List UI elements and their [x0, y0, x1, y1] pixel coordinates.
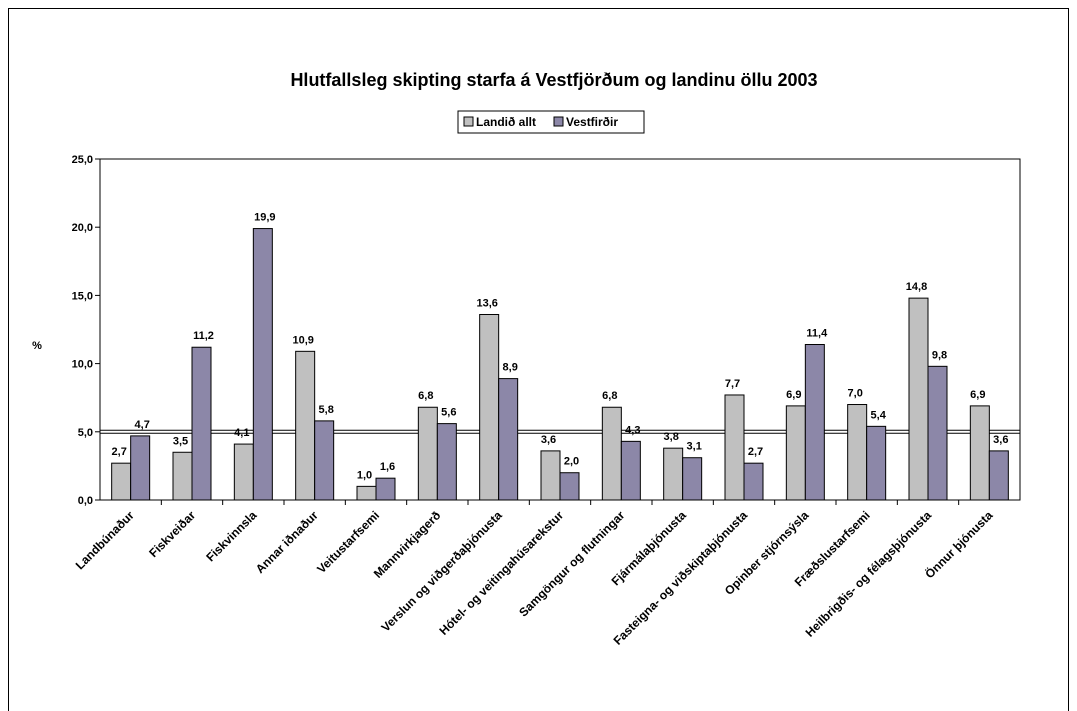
y-tick-label: 5,0	[78, 427, 93, 439]
data-label: 7,7	[725, 378, 740, 390]
bar-landid-allt	[479, 313, 500, 501]
category-label: Fiskvinnsla	[203, 508, 259, 564]
legend: Landið allt Vestfirðir	[457, 110, 645, 134]
bar-landid-allt	[601, 406, 622, 501]
bar-landid-allt	[847, 404, 868, 501]
data-label: 3,8	[664, 431, 679, 443]
bar-vestfirdir	[682, 457, 703, 501]
bar-landid-allt	[417, 406, 438, 501]
bar-landid-allt	[969, 405, 990, 501]
legend-label: Vestfirðir	[566, 115, 618, 129]
legend-swatch	[553, 116, 564, 127]
bar-landid-allt	[724, 394, 745, 501]
data-label: 1,0	[357, 469, 372, 481]
bar-vestfirdir	[191, 346, 212, 501]
bar-landid-allt	[233, 443, 254, 501]
data-label: 6,9	[786, 389, 801, 401]
bar-vestfirdir	[743, 462, 764, 501]
bar-vestfirdir	[620, 440, 641, 501]
bar-vestfirdir	[559, 472, 580, 501]
data-label: 5,8	[319, 404, 334, 416]
plot-area: 0,0 5,0 10,0 15,0 20,0 25,0 2,7 4,7 Landbúnaður 3…	[72, 154, 1021, 648]
data-label: 3,6	[993, 434, 1008, 446]
bar-landid-allt	[540, 450, 561, 501]
bar-landid-allt	[663, 447, 684, 501]
bar-landid-allt	[111, 462, 132, 501]
legend-box	[457, 110, 645, 134]
bar-vestfirdir	[804, 344, 825, 501]
bar-landid-allt	[908, 297, 929, 501]
bar-vestfirdir	[252, 228, 273, 501]
bar-vestfirdir	[375, 477, 396, 501]
category-label: Fiskveiðar	[146, 508, 198, 560]
legend-label: Landið allt	[476, 115, 536, 129]
bar-vestfirdir	[436, 423, 457, 501]
data-label: 1,6	[380, 461, 395, 473]
data-label: 2,7	[112, 446, 127, 458]
bar-vestfirdir	[130, 435, 151, 501]
data-label: 14,8	[906, 281, 927, 293]
data-label: 6,8	[418, 390, 433, 402]
bar-vestfirdir	[866, 425, 887, 501]
data-label: 2,7	[748, 446, 763, 458]
data-label: 4,1	[234, 427, 249, 439]
data-label: 19,9	[254, 212, 275, 224]
y-tick-label: 20,0	[72, 222, 93, 234]
data-label: 13,6	[476, 297, 497, 309]
bar-landid-allt	[785, 405, 806, 501]
y-tick-label: 25,0	[72, 154, 93, 166]
y-tick-label: 10,0	[72, 359, 93, 371]
bar-landid-allt	[356, 485, 377, 501]
data-label: 7,0	[848, 388, 863, 400]
y-tick-label: 15,0	[72, 290, 93, 302]
y-tick-label: 0,0	[78, 495, 93, 507]
data-label: 6,9	[970, 389, 985, 401]
bar-vestfirdir	[314, 420, 335, 501]
bar-vestfirdir	[988, 450, 1009, 501]
category-label: Fasteigna- og viðskiptaþjónusta	[611, 508, 751, 648]
category-label: Verslun og viðgerðaþjónusta	[378, 508, 505, 635]
data-label: 9,8	[932, 349, 947, 361]
data-label: 11,4	[806, 328, 828, 340]
bar-vestfirdir	[498, 378, 519, 501]
data-label: 5,4	[871, 409, 887, 421]
category-label: Heilbrigðis- og félagsþjónusta	[803, 508, 935, 640]
bar-landid-allt	[295, 350, 316, 501]
category-label: Hótel- og veitingahúsarekstur	[436, 508, 566, 638]
chart-frame: Hlutfallsleg skipting starfa á Vestfjörð…	[8, 8, 1069, 711]
data-label: 3,1	[687, 441, 702, 453]
data-label: 4,7	[135, 419, 150, 431]
chart-title: Hlutfallsleg skipting starfa á Vestfjörð…	[290, 70, 817, 90]
category-label: Annar iðnaður	[253, 508, 321, 576]
data-label: 6,8	[602, 390, 617, 402]
data-label: 5,6	[441, 407, 456, 419]
data-label: 10,9	[292, 334, 313, 346]
chart: Hlutfallsleg skipting starfa á Vestfjörð…	[32, 70, 1021, 648]
data-label: 4,3	[625, 424, 640, 436]
category-label: Veitustarfsemi	[314, 508, 382, 576]
data-label: 8,9	[503, 362, 518, 374]
category-label: Landbúnaður	[73, 508, 137, 572]
data-label: 3,6	[541, 434, 556, 446]
legend-swatch	[463, 116, 474, 127]
data-label: 2,0	[564, 456, 579, 468]
bar-landid-allt	[172, 451, 193, 501]
data-label: 11,2	[193, 330, 214, 342]
category-label: Samgöngur og flutningar	[516, 508, 627, 619]
data-label: 3,5	[173, 435, 188, 447]
y-axis-label: %	[32, 340, 42, 352]
bar-vestfirdir	[927, 365, 948, 501]
